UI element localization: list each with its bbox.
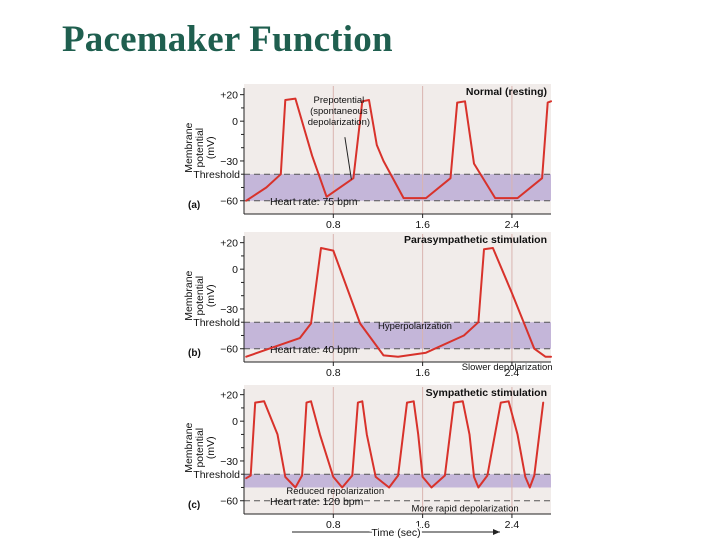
y-axis-label: potential <box>194 128 206 168</box>
threshold-label: Threshold <box>193 317 240 329</box>
x-tick-label: 1.6 <box>415 519 430 531</box>
depolarization-band <box>244 322 551 349</box>
annotation-text: More rapid depolarization <box>411 503 518 514</box>
membrane-potential-trace <box>245 400 545 489</box>
annotation-text: Slower depolarization <box>462 362 553 373</box>
x-tick-label: 1.6 <box>415 219 430 231</box>
y-tick-label: +20 <box>220 238 238 250</box>
threshold-label: Threshold <box>193 469 240 481</box>
x-tick-label: 2.4 <box>505 219 520 231</box>
x-tick-label: 2.4 <box>505 519 520 531</box>
heart-rate-label: Heart rate: 120 bpm <box>270 496 364 508</box>
annotation-text: Prepotential <box>314 95 365 106</box>
panel-2: +20 0 −30 −60 0.8 1.6 2.4 Membrane potential (mV)… <box>183 232 553 379</box>
y-tick-label: −60 <box>220 196 238 208</box>
y-tick-label: −30 <box>220 156 238 168</box>
y-tick-label: 0 <box>232 116 238 128</box>
annotation-text: (spontaneous <box>310 106 368 117</box>
y-axis-label: Membrane <box>183 270 195 320</box>
panel-3: +20 0 −30 −60 0.8 1.6 2.4 Membrane potential (mV)… <box>183 385 551 531</box>
y-tick-label: +20 <box>220 90 238 102</box>
annotation-pointer <box>344 137 352 180</box>
membrane-potential-trace <box>245 247 552 358</box>
y-tick-label: 0 <box>232 264 238 276</box>
y-tick-label: −30 <box>220 304 238 316</box>
annotation-text: depolarization) <box>308 117 370 128</box>
annotation-text: Hyperpolarization <box>378 321 452 332</box>
y-axis-label: Membrane <box>183 122 195 172</box>
y-tick-label: 0 <box>232 416 238 428</box>
panel-title: Normal (resting) <box>466 86 547 98</box>
time-arrow-head <box>493 529 500 535</box>
y-axis-label: Membrane <box>183 422 195 472</box>
panel-title: Sympathetic stimulation <box>426 387 547 399</box>
y-tick-label: −30 <box>220 456 238 468</box>
panel-title: Parasympathetic stimulation <box>404 234 547 246</box>
y-axis-label: potential <box>194 276 206 316</box>
x-tick-label: 0.8 <box>326 367 341 379</box>
x-tick-label: 1.6 <box>415 367 430 379</box>
threshold-label: Threshold <box>193 169 240 181</box>
x-tick-label: 2.4 <box>505 367 520 379</box>
y-tick-label: +20 <box>220 390 238 402</box>
heart-rate-label: Heart rate: 75 bpm <box>270 196 358 208</box>
y-axis-label: (mV) <box>205 436 217 459</box>
y-tick-label: −60 <box>220 344 238 356</box>
panel-label: (b) <box>188 348 201 359</box>
annotation-text: Reduced repolarization <box>286 486 384 497</box>
y-axis-label: (mV) <box>205 136 217 159</box>
x-tick-label: 0.8 <box>326 519 341 531</box>
x-axis-label: Time (sec) <box>371 527 420 539</box>
x-tick-label: 0.8 <box>326 219 341 231</box>
panel-label: (c) <box>188 500 200 511</box>
y-tick-label: −60 <box>220 496 238 508</box>
panel-1: +20 0 −30 −60 0.8 1.6 2.4 Membrane potential (mV)… <box>183 84 552 231</box>
panel-label: (a) <box>188 200 200 211</box>
slide-title: Pacemaker Function <box>62 19 393 60</box>
y-axis-label: (mV) <box>205 284 217 307</box>
y-axis-label: potential <box>194 428 206 468</box>
heart-rate-label: Heart rate: 40 bpm <box>270 344 358 356</box>
membrane-potential-trace <box>245 97 552 202</box>
